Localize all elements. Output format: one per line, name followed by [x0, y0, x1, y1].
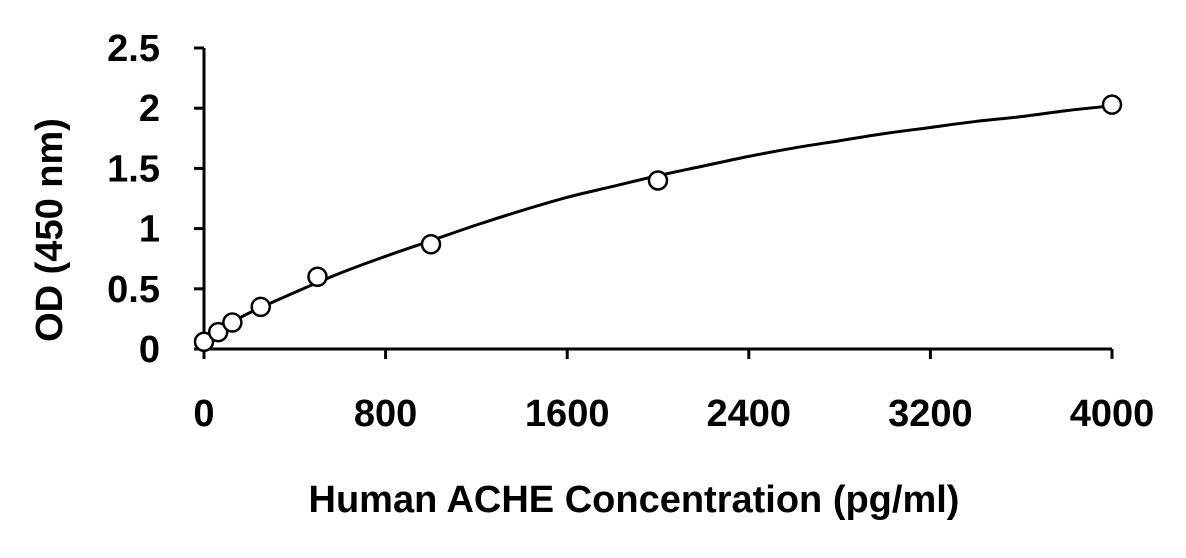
- y-tick-label: 2.5: [107, 28, 160, 70]
- data-point: [307, 266, 328, 288]
- ticks: 0 800 1600 2400 3200 4000 0 0.5 1 1.5 2 2.5: [107, 28, 1154, 435]
- y-tick-label: 1: [139, 209, 160, 251]
- x-tick-label: 800: [354, 393, 417, 435]
- x-axis-title: Human ACHE Concentration (pg/ml): [309, 479, 960, 521]
- fit-curve-layer: [203, 104, 1113, 339]
- x-tick-label: 0: [193, 393, 214, 435]
- data-point: [222, 312, 243, 333]
- x-tick-label: 2400: [707, 393, 792, 435]
- y-tick-label: 0: [139, 329, 160, 371]
- y-tick-label: 1.5: [107, 148, 160, 190]
- data-point: [207, 321, 229, 343]
- data-point: [193, 331, 215, 353]
- x-tick-label: 3200: [888, 393, 973, 435]
- data-point: [250, 296, 271, 318]
- y-tick-label: 0.5: [107, 269, 160, 311]
- data-point: [420, 234, 442, 255]
- y-axis-title: OD (450 nm): [29, 118, 71, 342]
- data-point: [647, 170, 669, 191]
- axes: [202, 48, 1112, 351]
- x-tick-label: 4000: [1070, 393, 1155, 435]
- x-tick-label: 1600: [525, 393, 610, 435]
- data-points-layer: [193, 94, 1123, 353]
- data-point: [1101, 94, 1123, 115]
- y-tick-label: 2: [139, 88, 160, 130]
- fit-curve: [203, 104, 1113, 339]
